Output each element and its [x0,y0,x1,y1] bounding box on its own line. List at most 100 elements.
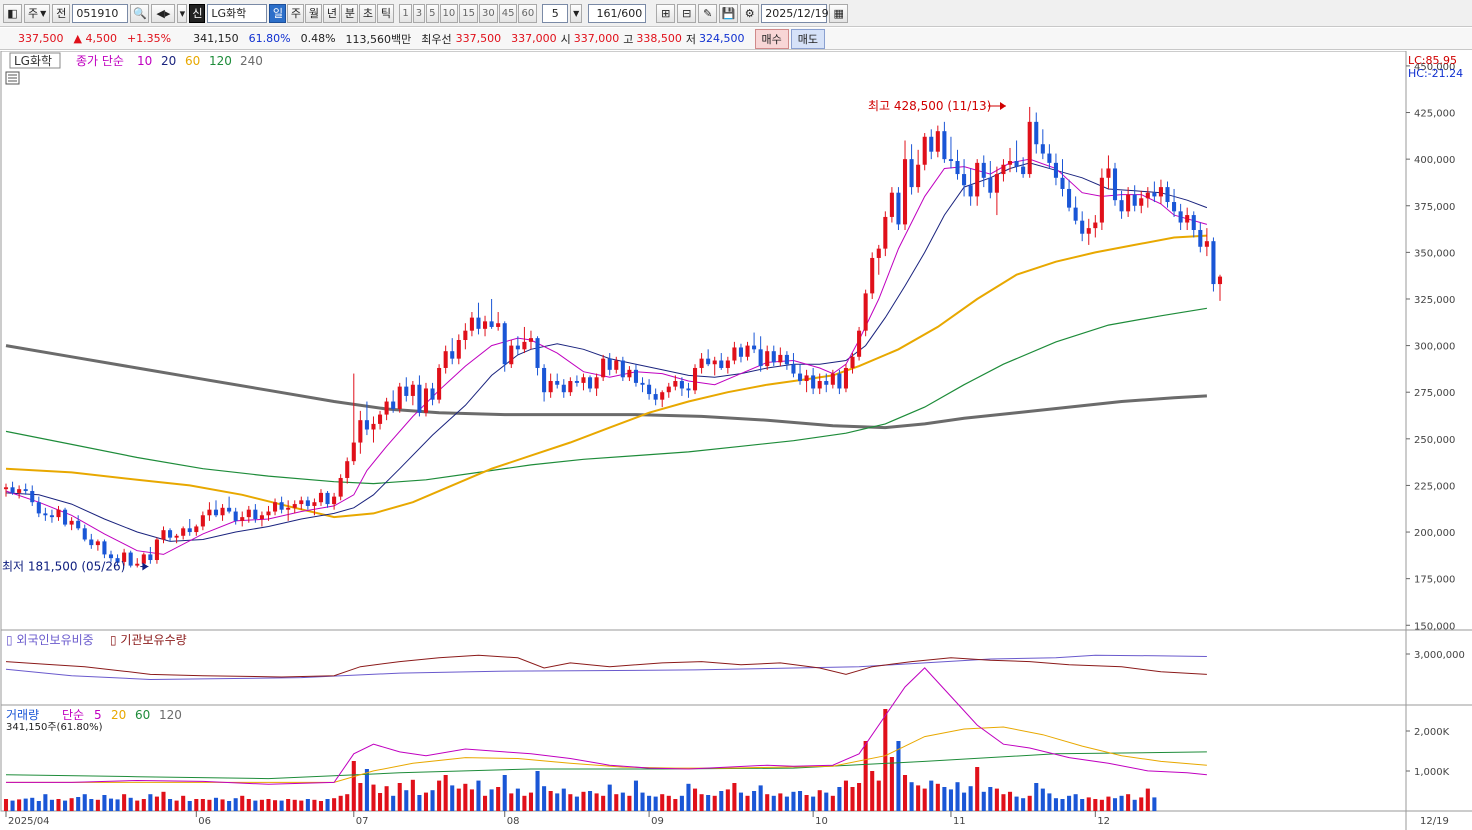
plot-frame [0,51,1407,812]
candle [594,377,599,389]
candle [515,345,520,350]
search-icon[interactable]: 🔍 [130,3,150,23]
volume-bar [607,784,612,811]
candle [758,349,763,367]
calendar-icon[interactable]: ▦ [829,3,849,23]
candle [69,520,74,525]
minute-option-3[interactable]: 3 [412,3,426,23]
high-price: 338,500 [636,32,682,45]
chevron-down-icon: ▼ [40,8,47,18]
period-tab-6[interactable]: 틱 [377,3,395,23]
volume-bar [332,798,337,811]
candle [811,375,816,389]
volume-ratio: 61.80% [248,32,291,45]
count-dropdown-icon[interactable]: ▼ [570,3,583,23]
candle [962,174,967,186]
candle [174,535,179,538]
volume-bar [837,787,842,811]
candle [981,162,986,178]
draw-tools-icon[interactable]: ✎ [698,3,718,23]
candle [948,159,953,162]
zoom-in-icon[interactable]: ⊞ [656,3,676,23]
period-tab-2[interactable]: 월 [305,3,323,23]
volume-bar [942,787,947,811]
settings-gear-icon[interactable]: ⚙ [740,3,760,23]
candle [299,500,304,505]
new-badge: 신 [189,3,206,23]
volume-bar [804,795,809,811]
volume-bar [266,799,271,811]
date-input[interactable]: 2025/12/19 [761,3,829,23]
volume-bar [279,800,284,811]
candle [332,496,337,505]
volume-bar [699,794,704,811]
period-tab-3[interactable]: 년 [323,3,341,23]
buy-button[interactable]: 매수 [754,28,789,49]
minute-option-45[interactable]: 45 [498,3,518,23]
open-price: 337,000 [573,32,620,45]
candle [489,321,494,327]
candle [784,354,789,365]
volume-bar [410,779,415,811]
candle [771,351,776,363]
candle [351,442,356,462]
code-input[interactable]: 051910 [72,3,129,23]
price-change: ▲ 4,500 [73,32,117,45]
trade-amount: 113,560백만 [345,32,412,46]
period-tab-0[interactable]: 일 [269,3,287,23]
volume-bar [36,801,41,811]
minute-option-5[interactable]: 5 [426,3,439,23]
volume-bar [555,793,560,811]
volume-bar [935,783,940,811]
volume-bar [181,795,186,811]
candle [200,515,205,527]
minute-option-60[interactable]: 60 [518,3,538,23]
volume-bar [417,795,422,811]
period-tab-5[interactable]: 초 [359,3,377,23]
candle [259,515,264,519]
candle [227,507,232,512]
volume-bar [1086,797,1091,811]
market-select[interactable]: 주 ▼ [24,3,51,23]
candle [522,341,527,350]
save-icon[interactable]: 💾 [719,3,739,23]
volume-y-label: 2,000K [1414,727,1450,738]
candle [240,517,245,521]
minute-option-10[interactable]: 10 [439,3,459,23]
volume-bar [325,799,330,811]
candle [1211,241,1216,285]
minute-option-1[interactable]: 1 [399,3,412,23]
layout-icon[interactable]: ◧ [3,3,22,23]
price-chart-area[interactable]: 450,000 425,000 400,000 375,000 350,000 325,0… [0,51,1472,830]
period-tab-1[interactable]: 주 [287,3,305,23]
stock-name-field[interactable]: LG화학 [207,3,268,23]
candle [187,528,192,533]
zoom-out-icon[interactable]: ⊟ [677,3,697,23]
prev-button[interactable]: 전 [52,3,71,23]
candle [883,216,888,249]
volume-bar [843,780,848,811]
candle [1027,121,1032,175]
period-tab-4[interactable]: 분 [341,3,359,23]
range-input[interactable]: 161/600 [588,3,647,23]
volume-bar [1145,788,1150,811]
count-input[interactable]: 5 [542,3,569,23]
minute-option-15[interactable]: 15 [459,3,478,23]
volume-bar [771,795,776,811]
candle [614,360,619,370]
volume-bar [115,799,120,811]
volume-bar [220,799,225,811]
candle [738,347,743,357]
sell-button[interactable]: 매도 [790,28,826,49]
volume-bar [1034,783,1039,811]
volume-bar [305,799,310,811]
volume-bar [850,787,855,811]
candle [935,131,940,152]
volume-bar [528,792,534,811]
legend-series-label: 종가 단순 [76,54,124,68]
speaker-icon[interactable]: ◀▸ [151,3,176,23]
volume-bar [1067,795,1072,811]
dropdown-icon[interactable]: ▾ [177,3,188,23]
minute-option-30[interactable]: 30 [479,3,498,23]
candle [535,338,540,368]
